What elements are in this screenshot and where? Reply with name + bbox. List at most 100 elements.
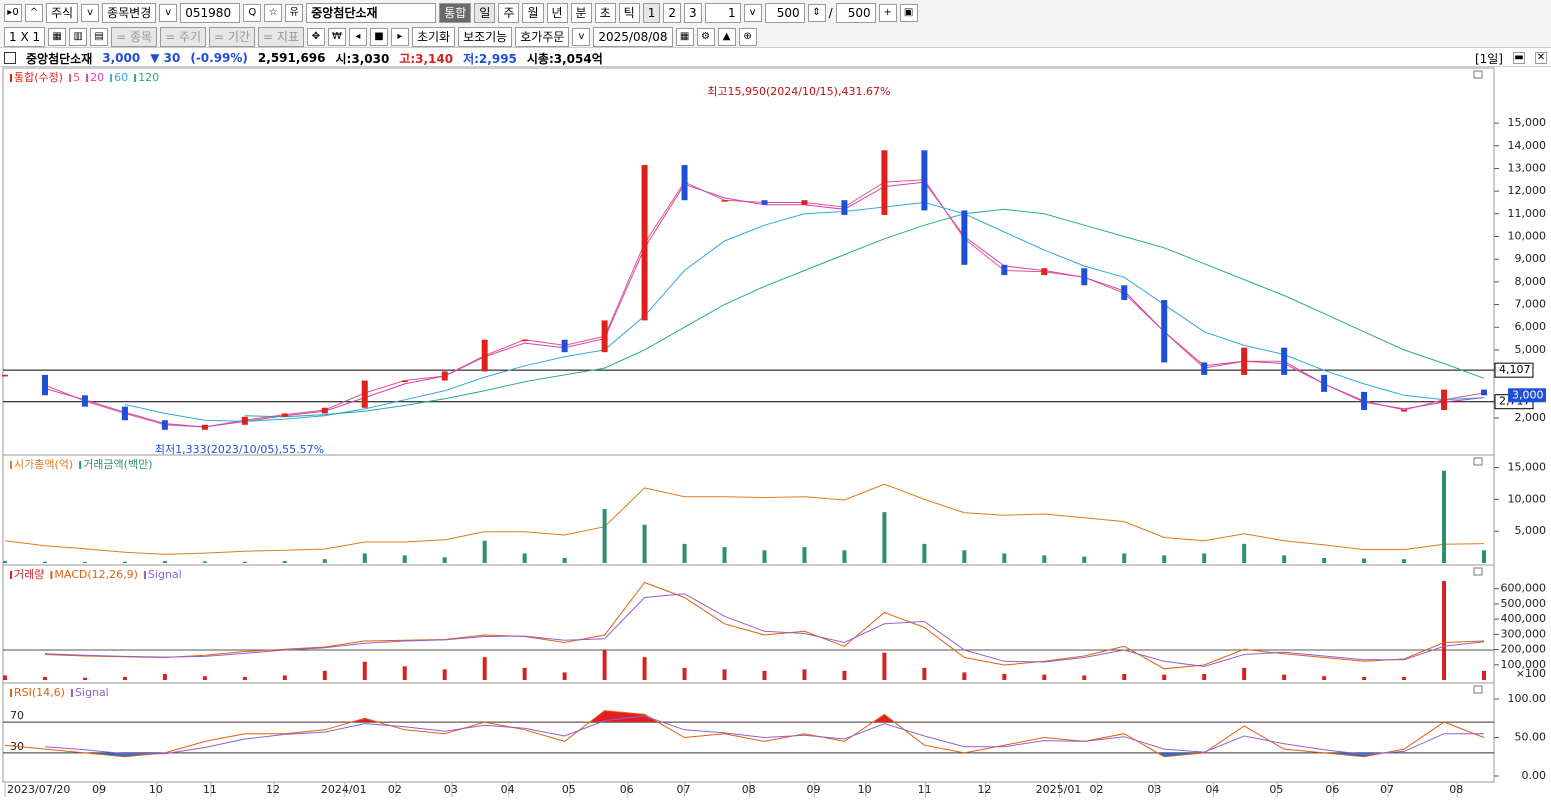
option-button[interactable]: = 지표 — [257, 26, 304, 47]
rsi-fill — [351, 710, 1445, 723]
stock-name: 중앙첨단소재 — [306, 3, 437, 23]
x-tick-label: 05 — [1269, 783, 1283, 796]
bar — [1442, 581, 1447, 680]
low: 저:2,995 — [463, 51, 517, 66]
bar — [522, 553, 527, 563]
grid-button[interactable]: 1 X 1 — [4, 26, 46, 47]
bar — [322, 559, 327, 563]
candle — [1401, 410, 1408, 412]
tool-button[interactable]: ▲ — [717, 27, 736, 46]
change-pct: (-0.99%) — [190, 51, 248, 65]
stock-badge: 유 — [285, 4, 304, 22]
bar — [1042, 555, 1047, 563]
option-button[interactable]: = 기간 — [209, 26, 255, 47]
grid-icon[interactable]: ▥ — [69, 27, 88, 46]
dropdown[interactable]: v — [572, 27, 591, 46]
period-button[interactable]: 월 — [522, 3, 544, 23]
bar — [3, 675, 7, 680]
bar — [122, 676, 127, 680]
date-input[interactable]: 2025/08/08 — [593, 26, 673, 47]
settings-button[interactable]: ⚙ — [696, 27, 715, 46]
candle — [361, 380, 368, 408]
x-tick-label: 03 — [444, 783, 458, 796]
legend-swatch — [110, 74, 113, 82]
stop-button[interactable]: ■ — [369, 27, 388, 46]
minimize[interactable]: ▬ — [1513, 52, 1525, 64]
up-button[interactable]: ^ — [25, 4, 43, 22]
grid-icon[interactable]: ▤ — [90, 27, 109, 46]
reference-label: 4,107 — [1499, 363, 1531, 376]
change-stock[interactable]: 종목변경 — [102, 3, 157, 23]
x-tick-label: 04 — [501, 783, 515, 796]
period-button[interactable]: 틱 — [618, 3, 640, 23]
bar — [42, 561, 47, 563]
option-button[interactable]: = 주기 — [160, 26, 207, 47]
y-tick-label: 400,000 — [1501, 612, 1547, 625]
candle — [1241, 347, 1248, 375]
favorite-button[interactable]: ☆ — [264, 4, 283, 22]
bar — [442, 557, 447, 563]
tool-button[interactable]: ⊕ — [738, 27, 757, 46]
dropdown[interactable]: v — [159, 4, 178, 22]
market-select[interactable]: 주식 — [46, 3, 79, 23]
next-button[interactable]: ▸ — [390, 27, 409, 46]
period-button[interactable]: 분 — [570, 3, 592, 23]
bar — [242, 676, 247, 680]
checkbox[interactable] — [4, 52, 16, 64]
legend-label: 5 — [73, 71, 80, 84]
bar — [802, 669, 807, 680]
layout-button[interactable]: 3 — [683, 3, 702, 23]
won-button[interactable]: ₩ — [327, 27, 346, 46]
y-tick-label: 200,000 — [1501, 643, 1547, 656]
prev-button[interactable]: ◂ — [348, 27, 367, 46]
panel-frame — [2, 564, 1495, 684]
add-button[interactable]: + — [878, 4, 897, 22]
bar — [82, 562, 87, 563]
bar — [1482, 670, 1487, 680]
legend-swatch — [143, 571, 146, 579]
calendar-button[interactable]: ▦ — [675, 27, 694, 46]
dropdown[interactable]: v — [743, 4, 762, 22]
x-tick-label: 05 — [562, 783, 576, 796]
bar — [1122, 673, 1127, 680]
bar — [82, 677, 87, 680]
bar — [762, 550, 767, 563]
option-button[interactable]: = 종목 — [111, 26, 158, 47]
candle — [1041, 268, 1048, 276]
layout-button[interactable]: 1 — [642, 3, 661, 23]
bar — [602, 649, 607, 680]
bar — [962, 672, 967, 680]
bar — [642, 524, 647, 563]
spinner[interactable]: ⇕ — [807, 4, 826, 22]
tools-button[interactable]: 보조기능 — [458, 26, 513, 47]
toolbar-row: 1 X 1 ▦ ▥ ▤ = 종목 = 주기 = 기간 = 지표 ✥ ₩ ◂ ■ … — [0, 26, 1551, 48]
min-annotation: 최저1,333(2023/10/05),55.57% — [155, 443, 324, 456]
legend-label: 60 — [114, 71, 128, 84]
close[interactable]: ✕ — [1535, 52, 1547, 64]
search-button[interactable]: Q — [243, 4, 262, 22]
bar — [362, 661, 367, 680]
count-input[interactable]: 500 — [764, 3, 805, 23]
x-tick-label: 11 — [918, 783, 932, 796]
code-input[interactable]: 051980 — [180, 3, 241, 23]
move-button[interactable]: ✥ — [306, 27, 325, 46]
menu-button[interactable]: ▸0 — [4, 4, 22, 22]
layout-button[interactable]: 2 — [663, 3, 681, 23]
reset-button[interactable]: 초기화 — [411, 26, 456, 47]
bar — [482, 540, 487, 563]
bar — [362, 553, 367, 563]
period-button[interactable]: 일 — [474, 3, 496, 23]
panel-frame — [2, 454, 1495, 566]
dropdown[interactable]: v — [81, 4, 100, 22]
order-button[interactable]: 호가주문 — [515, 26, 570, 47]
y-tick-label: 10,000 — [1508, 230, 1547, 243]
grid-icon[interactable]: ▦ — [48, 27, 67, 46]
period-button[interactable]: 년 — [546, 3, 568, 23]
unit-input[interactable]: 1 — [704, 3, 741, 23]
legend-swatch — [79, 461, 82, 469]
period-button[interactable]: 초 — [594, 3, 616, 23]
x-tick-label: 04 — [1205, 783, 1219, 796]
period-button[interactable]: 통합 — [439, 3, 472, 23]
period-button[interactable]: 주 — [498, 3, 520, 23]
save-button[interactable]: ▣ — [899, 4, 918, 22]
